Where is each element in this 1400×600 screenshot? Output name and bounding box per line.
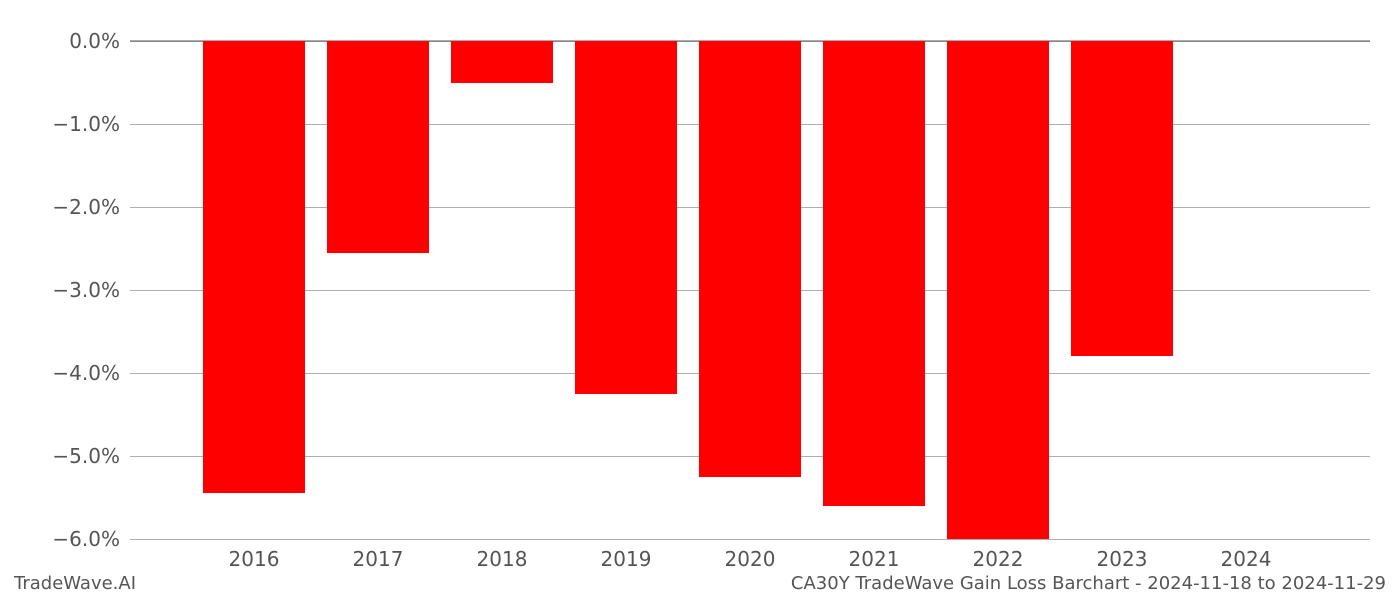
- xtick-label: 2016: [229, 539, 280, 571]
- xtick-label: 2024: [1221, 539, 1272, 571]
- ytick-label: −6.0%: [52, 527, 130, 551]
- xtick-label: 2023: [1097, 539, 1148, 571]
- plot-area: 0.0%−1.0%−2.0%−3.0%−4.0%−5.0%−6.0%201620…: [130, 40, 1370, 540]
- bar: [1071, 41, 1173, 356]
- xtick-label: 2020: [725, 539, 776, 571]
- footer-left-text: TradeWave.AI: [14, 573, 136, 594]
- ytick-label: −1.0%: [52, 112, 130, 136]
- xtick-label: 2022: [973, 539, 1024, 571]
- bar: [575, 41, 677, 394]
- ytick-label: 0.0%: [69, 29, 130, 53]
- bar: [699, 41, 801, 477]
- xtick-label: 2017: [353, 539, 404, 571]
- xtick-label: 2019: [601, 539, 652, 571]
- chart-container: 0.0% −1.0% −2.0% −3.0% −4.0% −5.0% −6.0% 2016 20…: [0, 0, 1400, 600]
- bar: [823, 41, 925, 506]
- bar: [451, 41, 553, 83]
- ytick-label: −3.0%: [52, 278, 130, 302]
- bar: [203, 41, 305, 493]
- ytick-label: −4.0%: [52, 361, 130, 385]
- xtick-label: 2021: [849, 539, 900, 571]
- ytick-label: −5.0%: [52, 444, 130, 468]
- footer-right-text: CA30Y TradeWave Gain Loss Barchart - 202…: [791, 573, 1386, 594]
- xtick-label: 2018: [477, 539, 528, 571]
- ytick-label: −2.0%: [52, 195, 130, 219]
- bar: [947, 41, 1049, 539]
- bar: [327, 41, 429, 253]
